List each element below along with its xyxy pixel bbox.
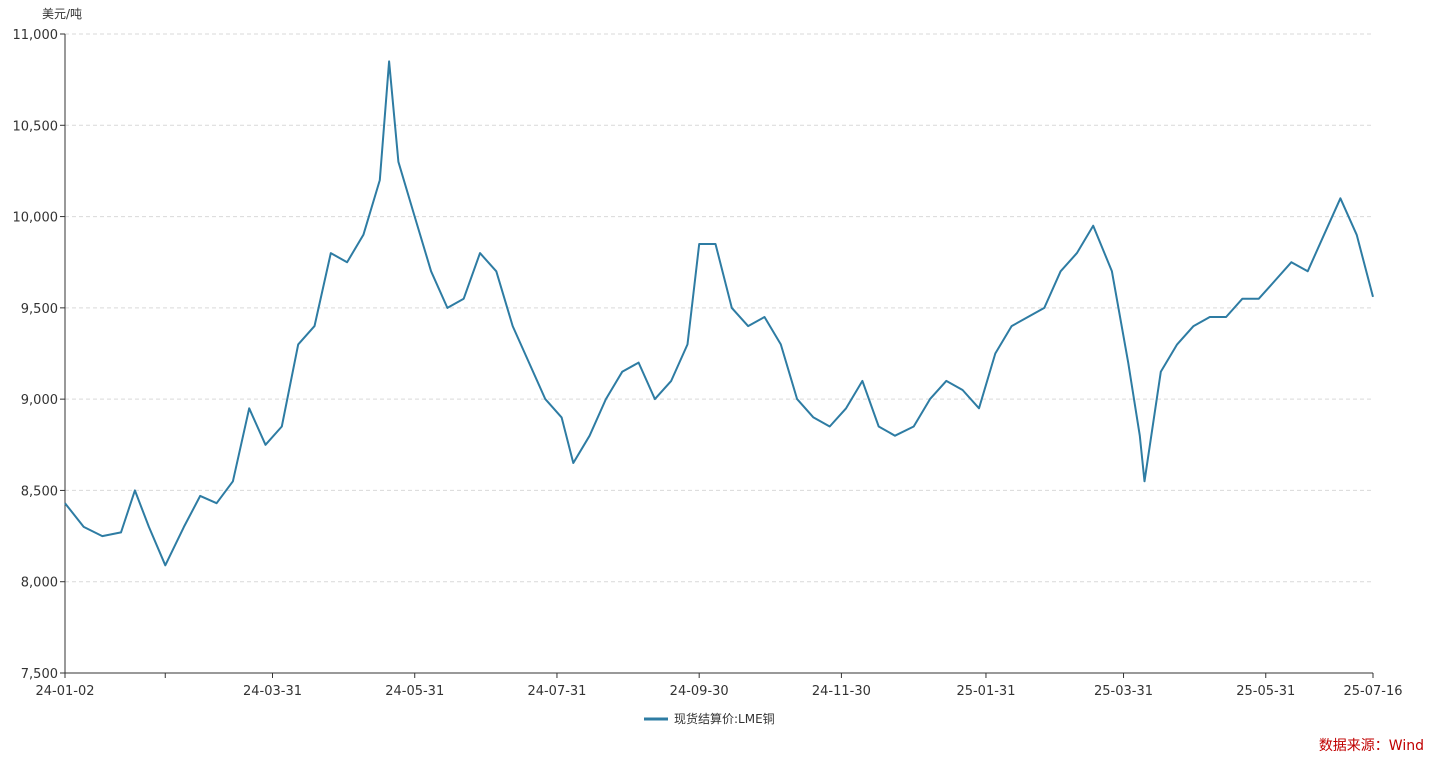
x-tick-label: 24-05-31: [385, 684, 444, 699]
y-axis-ticks: 7,500 8,000 8,500 9,000 9,500 10,000 10,500 11,…: [13, 28, 65, 682]
x-tick-label: 24-01-02: [35, 684, 94, 699]
legend-label: 现货结算价:LME铜: [674, 711, 775, 726]
x-axis-ticks: 24-01-02 24-03-31 24-05-31 24-07-31 24-09-30…: [35, 673, 1403, 699]
y-tick-label: 11,000: [13, 28, 59, 43]
x-tick-label: 24-09-30: [670, 684, 729, 699]
x-tick-label: 25-07-16: [1343, 684, 1402, 699]
y-tick-label: 9,500: [21, 302, 58, 317]
x-tick-label: 25-01-31: [956, 684, 1015, 699]
x-tick-label: 24-03-31: [243, 684, 302, 699]
series-line-lme-copper: [64, 60, 1374, 567]
x-tick-label: 24-11-30: [812, 684, 871, 699]
y-axis-unit-label: 美元/吨: [42, 7, 82, 21]
gridlines: [65, 33, 1373, 583]
x-tick-label: 24-07-31: [527, 684, 586, 699]
y-tick-label: 8,000: [21, 576, 58, 591]
legend[interactable]: 现货结算价:LME铜: [644, 711, 775, 726]
y-tick-label: 10,500: [13, 119, 59, 134]
source-note: 数据来源：Wind: [1318, 738, 1424, 754]
y-tick-label: 7,500: [21, 667, 58, 682]
y-tick-label: 10,000: [13, 211, 59, 226]
x-tick-label: 25-05-31: [1236, 684, 1295, 699]
y-tick-label: 9,000: [21, 393, 58, 408]
y-tick-label: 8,500: [21, 484, 58, 499]
x-tick-label: 25-03-31: [1094, 684, 1153, 699]
